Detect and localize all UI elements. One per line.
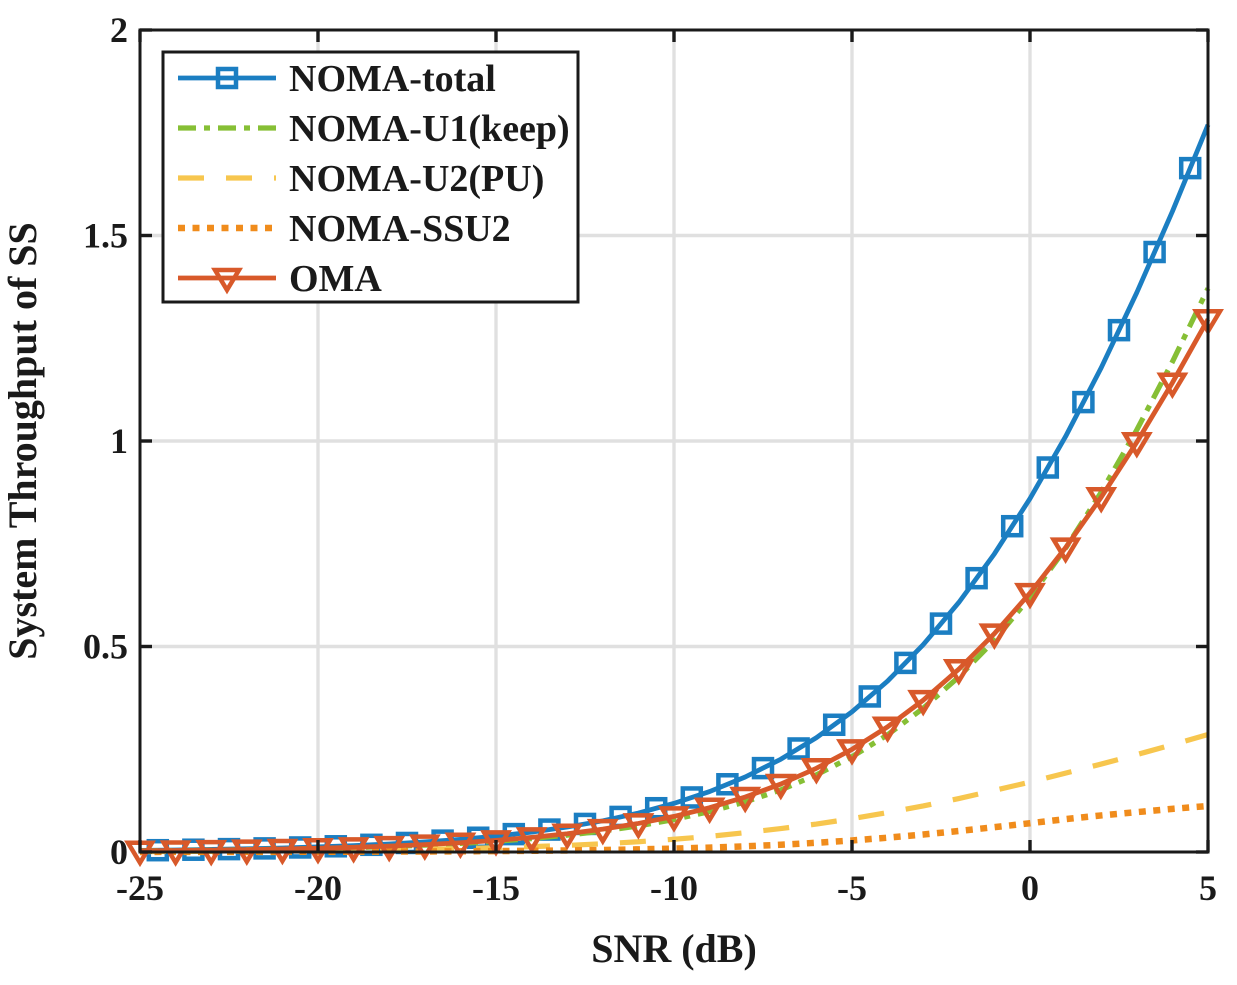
- data-series: [124, 123, 1224, 868]
- square-marker: [929, 612, 953, 635]
- legend-item: NOMA-U2(PU): [178, 158, 544, 200]
- x-tick-label: -10: [650, 868, 698, 908]
- legend: NOMA-total NOMA-U1(keep) NOMA-U2(PU) NOMA-S…: [161, 50, 580, 304]
- y-tick-label: 2: [110, 10, 128, 50]
- triangle-down-marker: [658, 806, 690, 833]
- x-tick-label: 0: [1021, 868, 1039, 908]
- y-tick-label: 1: [110, 421, 128, 461]
- triangle-down-marker: [1049, 537, 1082, 564]
- y-tick-label: 1.5: [83, 216, 128, 256]
- square-marker: [1178, 156, 1202, 180]
- legend-item: OMA: [178, 258, 382, 300]
- triangle-down-marker: [800, 758, 833, 785]
- square-marker: [716, 773, 739, 796]
- x-axis-label: SNR (dB): [591, 926, 757, 971]
- triangle-down-marker: [1156, 372, 1189, 400]
- y-tick-label: 0: [110, 832, 128, 872]
- square-marker: [787, 737, 810, 760]
- square-marker: [1143, 240, 1166, 264]
- triangle-down-marker: [515, 827, 548, 854]
- square-marker: [751, 756, 775, 780]
- triangle-down-marker: [211, 267, 243, 295]
- y-tick-label: 0.5: [83, 627, 128, 667]
- square-marker: [1000, 514, 1024, 538]
- legend-item: NOMA-SSU2: [178, 208, 511, 250]
- x-tick-label: -5: [837, 868, 867, 908]
- x-tick-label: -20: [294, 868, 342, 908]
- triangle-down-marker: [480, 830, 512, 857]
- axis-ticks: [138, 28, 1210, 854]
- triangle-down-marker: [1120, 431, 1153, 459]
- legend-item: NOMA-total: [178, 58, 496, 100]
- triangle-down-marker: [907, 689, 940, 717]
- square-marker: [965, 566, 988, 590]
- square-marker: [1036, 456, 1060, 479]
- series-line: [139, 287, 1211, 854]
- square-marker: [858, 685, 882, 708]
- triangle-down-marker: [1014, 582, 1046, 610]
- triangle-down-marker: [373, 835, 406, 863]
- square-marker: [822, 713, 846, 737]
- legend-label: NOMA-total: [289, 58, 496, 100]
- series-noma-u2-pu-: [139, 731, 1209, 855]
- legend-label: NOMA-U1(keep): [289, 108, 570, 150]
- triangle-down-marker: [871, 716, 904, 744]
- legend-item: NOMA-U1(keep): [178, 108, 570, 150]
- triangle-down-marker: [693, 797, 726, 825]
- legend-label: NOMA-U2(PU): [289, 158, 544, 200]
- x-tick-label: 5: [1199, 868, 1217, 908]
- square-marker: [1107, 318, 1131, 342]
- triangle-down-marker: [729, 786, 762, 814]
- square-marker: [1072, 390, 1095, 414]
- triangle-down-marker: [408, 834, 441, 861]
- triangle-down-marker: [978, 623, 1011, 650]
- series-line: [139, 731, 1209, 855]
- series-noma-u1-keep-: [139, 287, 1211, 854]
- triangle-down-marker: [836, 739, 868, 766]
- triangle-down-marker: [764, 773, 797, 801]
- triangle-down-marker: [622, 813, 655, 840]
- triangle-down-marker: [1085, 486, 1118, 514]
- legend-label: NOMA-SSU2: [289, 208, 511, 250]
- triangle-down-marker: [942, 658, 975, 686]
- triangle-down-marker: [444, 832, 477, 860]
- square-marker: [215, 66, 239, 90]
- legend-label: OMA: [289, 258, 382, 300]
- triangle-down-marker: [337, 837, 370, 864]
- triangle-down-marker: [551, 823, 584, 851]
- triangle-down-marker: [586, 818, 619, 846]
- tick-labels: -25 -20 -15 -10 -5 0 5 0 0.5 1 1.5 2: [83, 10, 1217, 908]
- square-marker: [680, 786, 704, 809]
- x-tick-label: -15: [472, 868, 520, 908]
- y-axis-label: System Throughput of SS: [0, 222, 45, 660]
- square-marker: [894, 651, 917, 675]
- x-tick-label: -25: [116, 868, 164, 908]
